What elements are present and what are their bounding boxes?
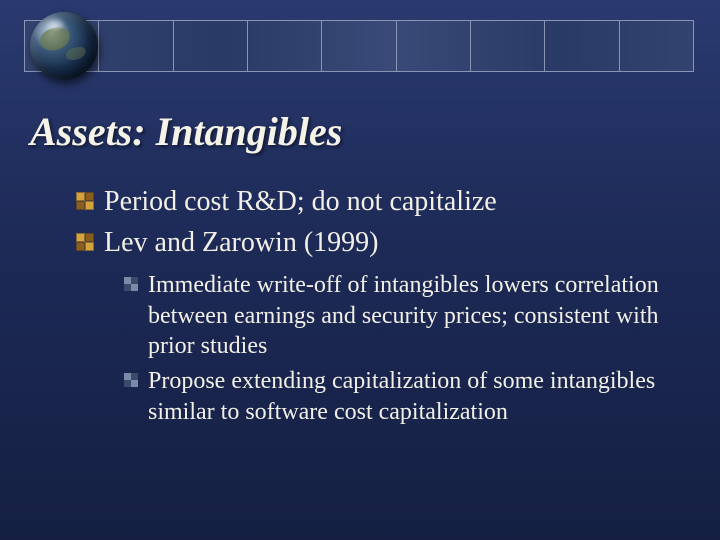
header-bar	[0, 0, 720, 98]
bullet-level1: Period cost R&D; do not capitalize	[76, 184, 672, 219]
header-cell	[620, 21, 693, 71]
header-cell	[471, 21, 545, 71]
header-cell	[322, 21, 396, 71]
sub-bullet-text: Immediate write-off of intangibles lower…	[148, 270, 672, 362]
sub-bullet-icon	[124, 373, 138, 387]
sub-bullet-icon	[124, 277, 138, 291]
header-grid	[25, 21, 693, 71]
bullet-text: Lev and Zarowin (1999)	[104, 225, 378, 260]
globe-icon	[30, 12, 98, 80]
bullet-level2: Immediate write-off of intangibles lower…	[124, 270, 672, 362]
bullet-icon	[76, 233, 94, 251]
header-cell	[99, 21, 173, 71]
body-area: Period cost R&D; do not capitalize Lev a…	[76, 184, 672, 432]
bullet-text: Period cost R&D; do not capitalize	[104, 184, 497, 219]
header-cell	[174, 21, 248, 71]
header-cell	[545, 21, 619, 71]
bullet-icon	[76, 192, 94, 210]
slide: Assets: Intangibles Period cost R&D; do …	[0, 0, 720, 540]
title-area: Assets: Intangibles	[30, 108, 690, 155]
sub-bullet-list: Immediate write-off of intangibles lower…	[124, 270, 672, 428]
header-cell	[397, 21, 471, 71]
header-cell	[248, 21, 322, 71]
slide-title: Assets: Intangibles	[30, 108, 690, 155]
header-strip	[24, 20, 694, 72]
bullet-level2: Propose extending capitalization of some…	[124, 366, 672, 427]
bullet-level1: Lev and Zarowin (1999)	[76, 225, 672, 260]
sub-bullet-text: Propose extending capitalization of some…	[148, 366, 672, 427]
